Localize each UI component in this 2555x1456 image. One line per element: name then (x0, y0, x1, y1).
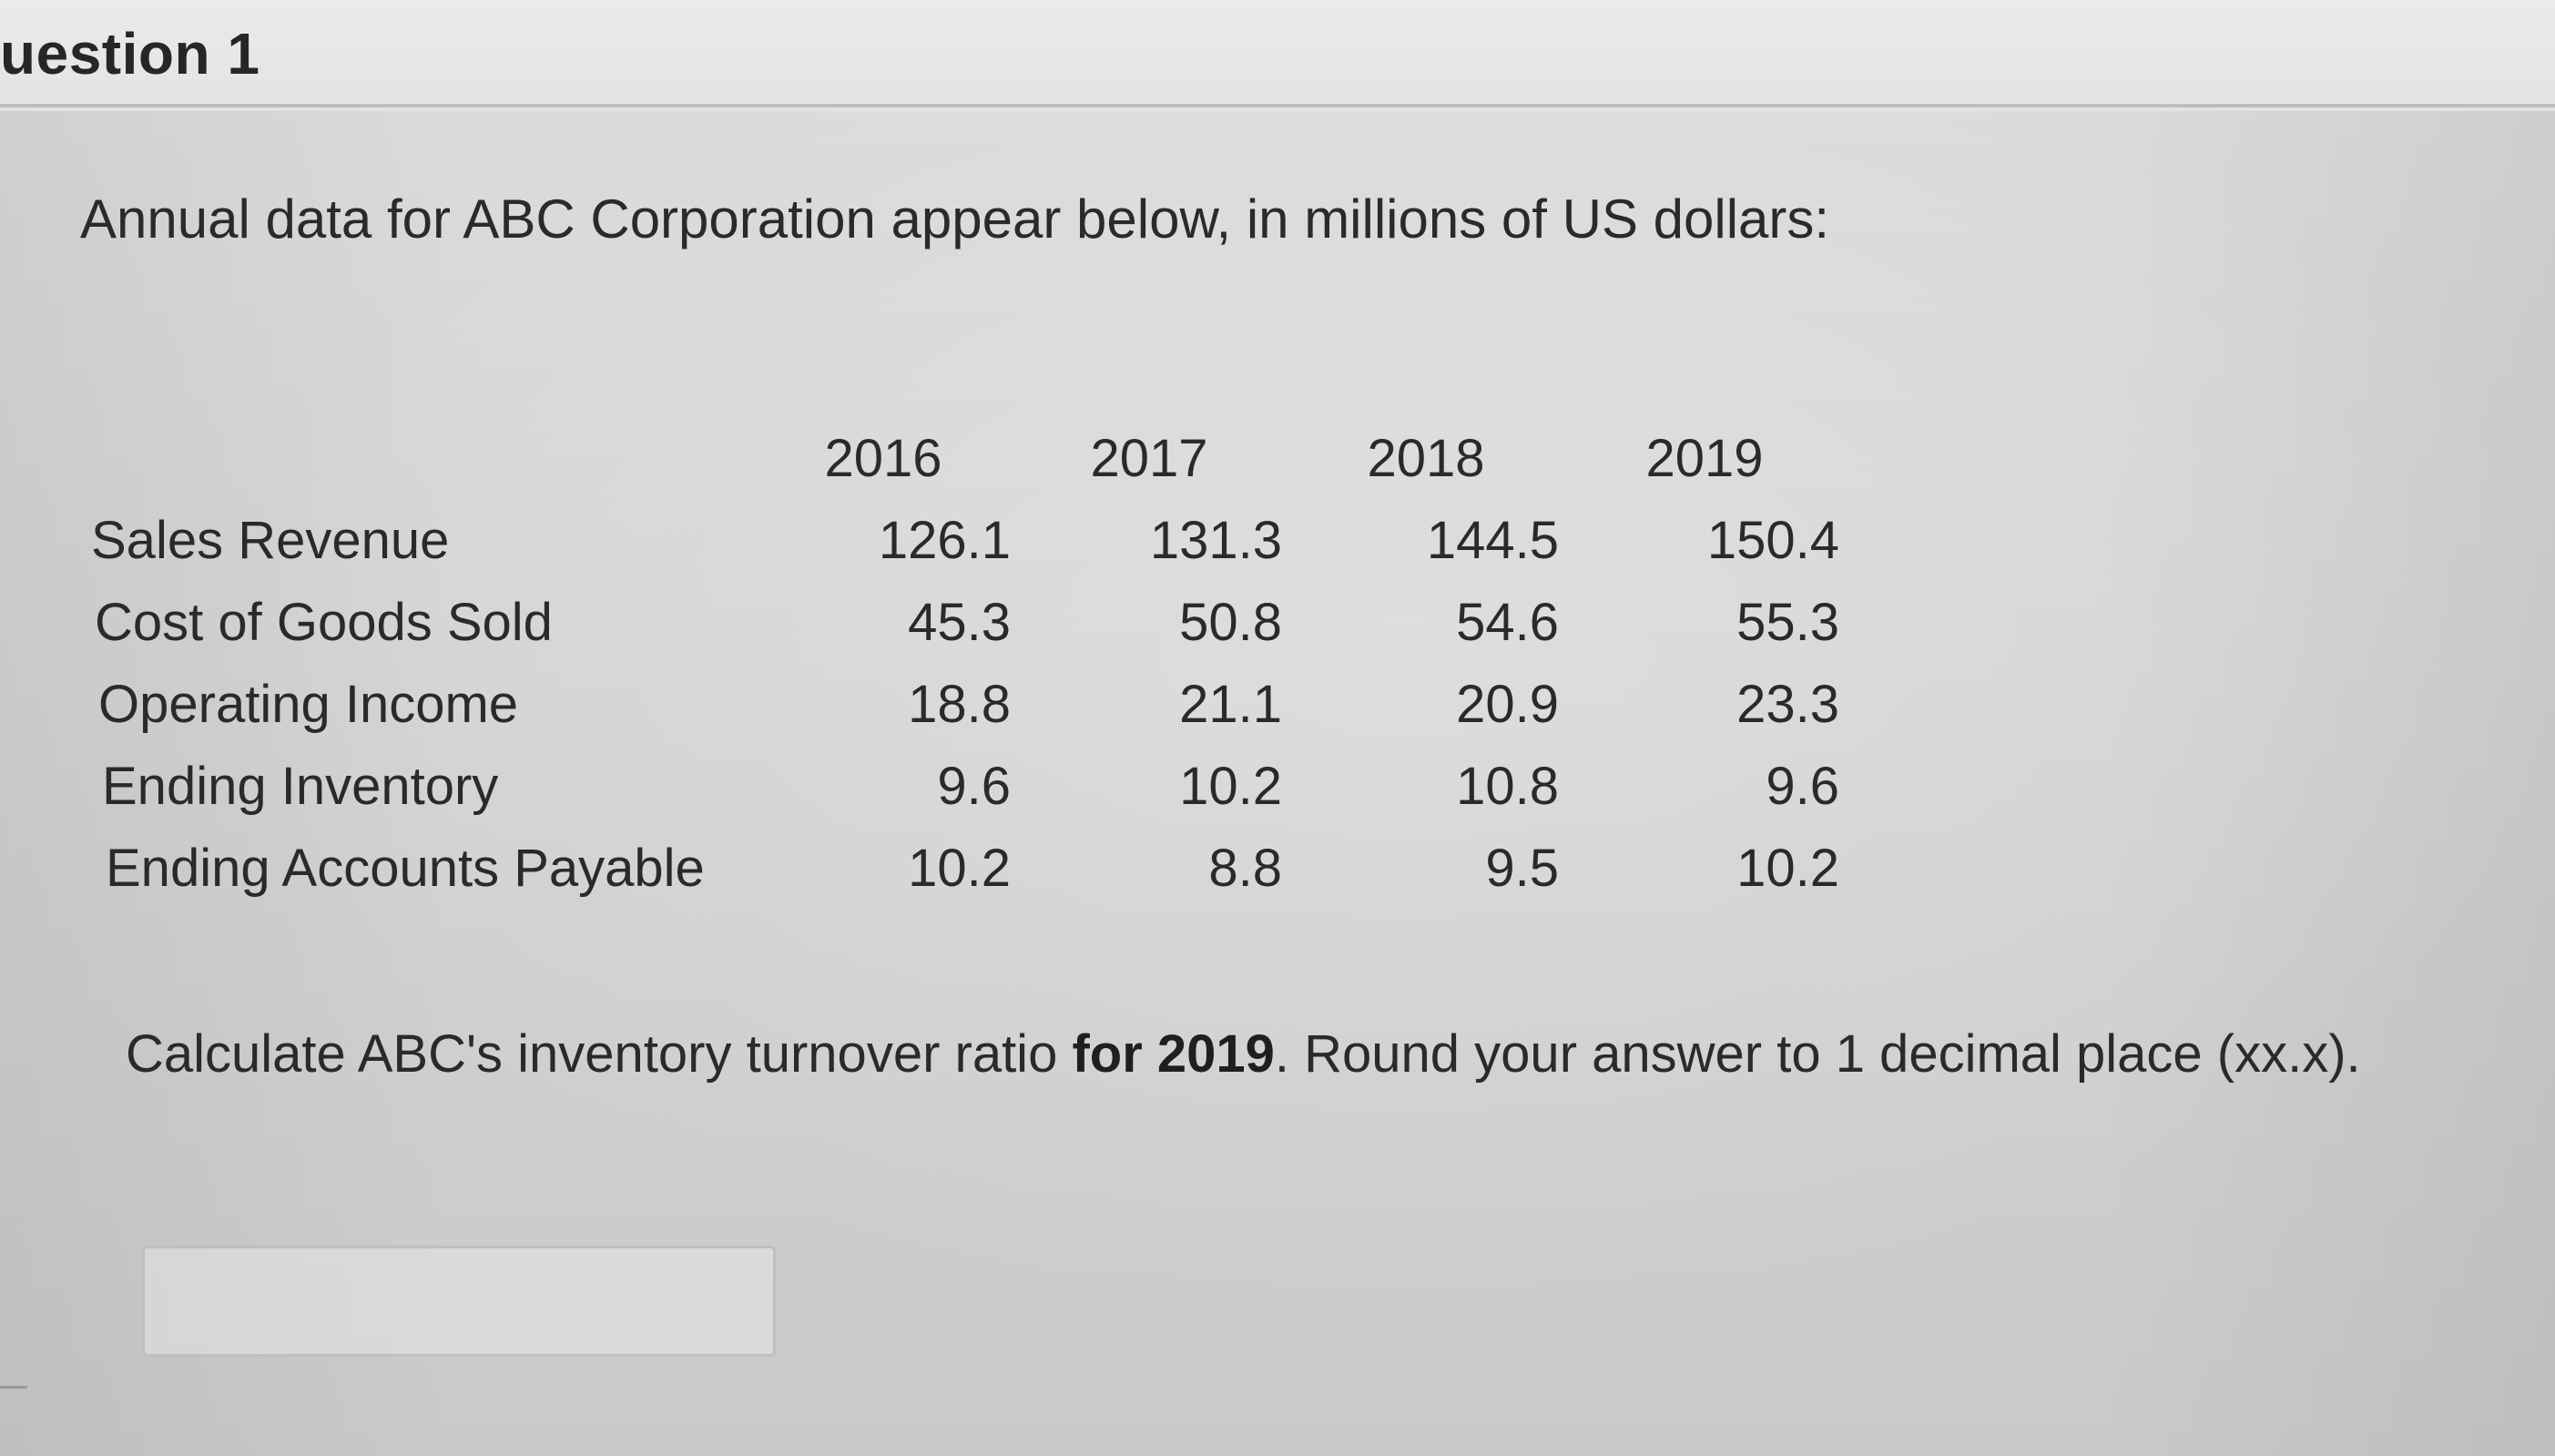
answer-input[interactable] (142, 1246, 776, 1357)
table-row-sales-revenue: Sales Revenue 126.1 131.3 144.5 150.4 (91, 510, 1967, 583)
table-row-ending-inventory: Ending Inventory 9.6 10.2 10.8 9.6 (91, 756, 1967, 829)
table-cell: 23.3 (1736, 675, 1839, 734)
table-cell: 10.8 (1456, 757, 1559, 816)
question-instruction: Calculate ABC's inventory turnover ratio… (126, 1023, 2361, 1084)
row-label: Ending Accounts Payable (106, 839, 705, 898)
table-row-ending-accounts-payable: Ending Accounts Payable 10.2 8.8 9.5 10.… (91, 838, 1967, 911)
question-header: uestion 1 (0, 0, 2555, 111)
year-header-2019: 2019 (1645, 429, 1764, 488)
table-cell: 10.2 (1736, 839, 1839, 898)
table-cell: 9.6 (937, 757, 1011, 816)
year-header-2018: 2018 (1367, 429, 1485, 488)
row-label: Operating Income (98, 675, 519, 734)
year-header-row: 2016 2017 2018 2019 (91, 428, 1967, 501)
row-label: Cost of Goods Sold (95, 593, 553, 652)
table-cell: 55.3 (1736, 593, 1839, 652)
table-cell: 131.3 (1149, 511, 1282, 570)
table-cell: 9.5 (1485, 839, 1559, 898)
table-row-cost-of-goods-sold: Cost of Goods Sold 45.3 50.8 54.6 55.3 (91, 592, 1967, 665)
table-cell: 126.1 (878, 511, 1011, 570)
table-cell: 21.1 (1179, 675, 1282, 734)
year-header-2016: 2016 (824, 429, 942, 488)
year-header-2017: 2017 (1090, 429, 1208, 488)
table-cell: 144.5 (1426, 511, 1559, 570)
table-row-operating-income: Operating Income 18.8 21.1 20.9 23.3 (91, 674, 1967, 747)
table-cell: 150.4 (1706, 511, 1839, 570)
header-divider (0, 104, 2555, 107)
table-cell: 9.6 (1766, 757, 1839, 816)
table-cell: 18.8 (908, 675, 1011, 734)
table-cell: 20.9 (1456, 675, 1559, 734)
table-cell: 54.6 (1456, 593, 1559, 652)
row-label: Sales Revenue (91, 511, 450, 570)
table-cell: 45.3 (908, 593, 1011, 652)
instruction-text: Calculate ABC's inventory turnover ratio (126, 1024, 1073, 1084)
row-label: Ending Inventory (102, 757, 499, 816)
question-title: uestion 1 (0, 21, 260, 87)
table-cell: 8.8 (1208, 839, 1282, 898)
table-cell: 10.2 (1179, 757, 1282, 816)
instruction-rounding-text: . Round your answer to 1 decimal place (… (1274, 1024, 2361, 1084)
table-cell: 50.8 (1179, 593, 1282, 652)
instruction-emphasis: for 2019 (1072, 1024, 1275, 1084)
intro-text: Annual data for ABC Corporation appear b… (80, 188, 1830, 249)
table-cell: 10.2 (908, 839, 1011, 898)
page-edge-mark (0, 1386, 27, 1389)
